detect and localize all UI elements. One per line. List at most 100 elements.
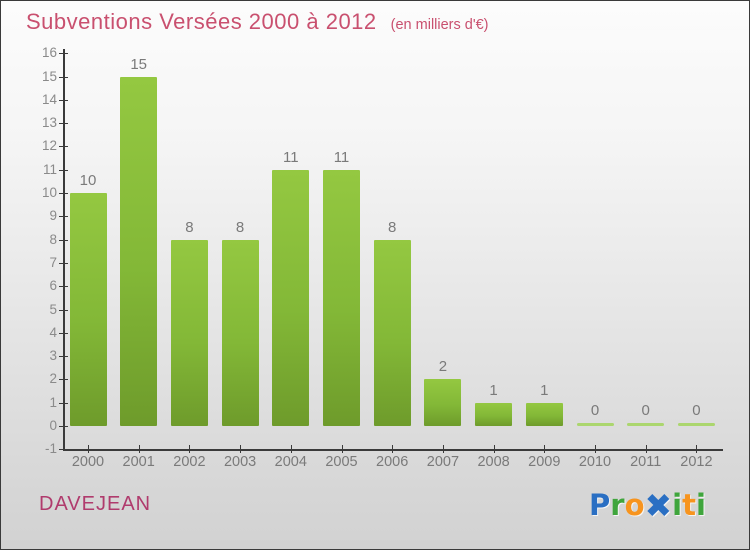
x-axis-tick [544, 445, 546, 453]
logo-letter: i [696, 488, 706, 522]
y-axis-tick-label: 2 [49, 371, 57, 387]
y-axis-tick [59, 309, 68, 311]
bar-value-label: 8 [235, 218, 245, 236]
x-axis-tick [290, 445, 292, 453]
bar-value-label: 10 [79, 172, 97, 189]
x-axis-tick [696, 445, 698, 453]
bar[interactable] [424, 379, 462, 426]
y-axis-tick-label: 6 [49, 278, 57, 294]
y-axis-tick-label: 0 [49, 418, 57, 433]
y-axis-tick [59, 169, 68, 171]
x-axis-tick-label: 2002 [173, 454, 206, 470]
x-axis-tick [645, 445, 647, 453]
x-axis-tick [138, 445, 140, 453]
y-axis-tick-label: 4 [49, 324, 57, 340]
x-axis-tick-label: 2011 [630, 454, 662, 470]
y-axis-tick [59, 76, 68, 78]
logo-letter: ✖ [644, 486, 673, 525]
x-axis-tick-label: 2009 [528, 454, 561, 470]
chart-subtitle: (en milliers d'€) [390, 17, 489, 33]
y-axis-tick-label: 14 [41, 91, 57, 107]
logo-letter: t [682, 488, 696, 522]
y-axis-tick [59, 53, 68, 55]
x-axis-tick-label: 2012 [680, 454, 713, 470]
bar[interactable] [525, 402, 563, 426]
x-axis-tick-label: 2004 [274, 454, 307, 470]
x-axis-tick [595, 445, 596, 453]
x-axis-tick [88, 445, 89, 453]
bar[interactable] [272, 169, 310, 426]
y-axis-tick-label: 11 [42, 161, 57, 177]
bar[interactable] [373, 239, 411, 426]
x-axis-tick-label: 2010 [578, 454, 612, 470]
bar[interactable] [120, 76, 158, 426]
x-axis-tick-label: 2005 [325, 454, 358, 470]
bar-value-label: 0 [641, 402, 650, 419]
location-label: DAVEJEAN [39, 493, 152, 515]
y-axis-tick [59, 402, 68, 404]
bar-value-label: 8 [185, 218, 194, 236]
y-axis-tick [59, 239, 68, 241]
x-axis-tick-label: 2007 [426, 454, 460, 470]
bar-value-label: 15 [130, 55, 148, 73]
y-axis-tick-label: 16 [41, 45, 57, 61]
bar-value-label: 1 [540, 381, 549, 399]
bar[interactable] [69, 193, 107, 426]
y-axis-tick-label: -1 [44, 441, 57, 457]
y-axis-tick-label: 10 [41, 185, 57, 200]
bar-value-label: 2 [438, 358, 448, 376]
x-axis-tick-label: 2003 [223, 454, 257, 470]
logo-letter: o [624, 488, 645, 522]
y-axis-tick [59, 426, 68, 427]
bar[interactable] [170, 239, 208, 426]
x-axis-tick-label: 2000 [71, 454, 105, 470]
bar[interactable] [221, 239, 259, 426]
bar[interactable] [323, 169, 360, 426]
y-axis-tick [59, 123, 68, 125]
y-axis-line [63, 49, 65, 451]
bar-value-label: 1 [489, 381, 498, 399]
bar-value-label: 0 [590, 402, 600, 419]
y-axis-tick [59, 193, 68, 194]
bar-value-label: 0 [692, 402, 701, 419]
x-axis-tick [240, 445, 242, 453]
y-axis-tick [59, 356, 68, 358]
y-axis-tick-label: 5 [49, 301, 57, 317]
chart-header: Subventions Versées 2000 à 2012 (en milli… [26, 9, 489, 35]
y-axis-tick-label: 9 [49, 208, 57, 224]
y-axis-tick [59, 262, 68, 264]
x-axis-tick-label: 2001 [122, 454, 155, 470]
logo-letter: P [589, 488, 611, 522]
y-axis-tick [59, 216, 68, 218]
x-axis-tick [442, 445, 444, 453]
y-axis-tick [59, 146, 68, 148]
y-axis-tick-label: 8 [49, 231, 57, 247]
x-axis-tick-label: 2006 [376, 454, 409, 470]
y-axis-tick-label: 15 [41, 68, 57, 84]
y-axis-tick-label: 12 [41, 138, 57, 154]
chart-title: Subventions Versées 2000 à 2012 [26, 9, 377, 34]
y-axis-tick-label: 7 [49, 254, 57, 270]
bar-value-label: 11 [333, 148, 350, 166]
bar-zero[interactable] [627, 423, 665, 426]
y-axis-tick-label: 13 [41, 115, 57, 131]
y-axis-tick [59, 286, 68, 288]
y-axis-tick [59, 449, 68, 451]
logo-letter: r [610, 488, 625, 522]
x-axis-tick-label: 2008 [477, 454, 510, 470]
y-axis-tick [59, 99, 68, 101]
y-axis-tick-label: 1 [49, 394, 57, 410]
bar-value-label: 11 [283, 148, 299, 166]
logo-letter: i [672, 488, 683, 522]
proxiti-logo: Pro✖iti [589, 488, 706, 522]
bar-zero[interactable] [677, 423, 715, 426]
x-axis-tick [493, 445, 495, 453]
y-axis-tick-label: 3 [49, 348, 57, 364]
x-axis-tick [189, 445, 191, 453]
x-axis-tick [392, 445, 394, 453]
bar[interactable] [475, 402, 513, 426]
bar-value-label: 8 [388, 218, 397, 236]
bar-zero[interactable] [576, 423, 614, 426]
y-axis-tick [59, 332, 68, 334]
